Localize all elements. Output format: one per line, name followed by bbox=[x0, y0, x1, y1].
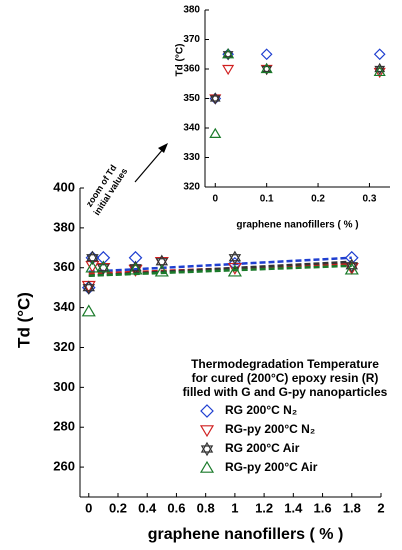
marker bbox=[373, 65, 386, 77]
y-tick-label: 300 bbox=[53, 379, 75, 394]
y-tick-label: 380 bbox=[53, 219, 75, 234]
legend-marker bbox=[200, 441, 214, 457]
x-tick-label: 0.1 bbox=[260, 194, 274, 205]
x-tick-label: 1.6 bbox=[314, 500, 332, 515]
x-tick-label: 0 bbox=[212, 194, 218, 205]
marker bbox=[82, 280, 96, 295]
y-tick-label: 340 bbox=[183, 123, 200, 134]
marker bbox=[344, 262, 359, 275]
marker bbox=[373, 48, 386, 61]
y-tick-label: 330 bbox=[183, 152, 200, 163]
y-tick-label: 320 bbox=[53, 339, 75, 354]
x-tick-label: 0.8 bbox=[197, 500, 215, 515]
y-tick-label: 280 bbox=[53, 419, 75, 434]
x-tick-label: 1.2 bbox=[255, 500, 273, 515]
marker bbox=[222, 48, 235, 59]
x-tick-label: 0.2 bbox=[109, 500, 127, 515]
marker bbox=[373, 67, 386, 79]
trend-line bbox=[88, 260, 352, 277]
legend-title: filled with G and G-py nanoparticles bbox=[183, 385, 388, 399]
legend-label: RG-py 200°C N₂ bbox=[225, 422, 315, 436]
y-tick-label: 260 bbox=[53, 459, 75, 474]
x-tick-label: 0 bbox=[85, 500, 92, 515]
marker bbox=[209, 92, 221, 105]
marker bbox=[81, 304, 96, 317]
x-tick-label: 0.2 bbox=[311, 194, 325, 205]
marker bbox=[260, 48, 273, 61]
annotation-arrow bbox=[134, 147, 165, 183]
marker bbox=[228, 250, 242, 265]
marker bbox=[209, 127, 222, 138]
trend-line bbox=[88, 264, 352, 277]
x-tick-label: 0.4 bbox=[138, 500, 157, 515]
x-tick-label: 0.3 bbox=[362, 194, 376, 205]
y-tick-label: 400 bbox=[53, 179, 75, 194]
x-tick-label: 0.6 bbox=[167, 500, 185, 515]
y-tick-label: 370 bbox=[183, 34, 200, 45]
y-tick-label: 360 bbox=[183, 64, 200, 75]
marker bbox=[128, 262, 143, 275]
y-tick-label: 360 bbox=[53, 259, 75, 274]
marker bbox=[96, 260, 111, 273]
x-tick-label: 2 bbox=[377, 500, 384, 515]
arrow-head bbox=[158, 143, 168, 153]
legend-label: RG 200°C Air bbox=[225, 441, 300, 455]
marker bbox=[227, 264, 242, 277]
trend-line bbox=[88, 256, 352, 273]
legend-marker bbox=[199, 425, 215, 438]
y-tick-label: 350 bbox=[183, 93, 200, 104]
legend-title: Thermodegradation Temperature bbox=[191, 357, 379, 371]
legend-title: for cured (200°C) epoxy resin (R) bbox=[192, 371, 379, 385]
x-tick-label: 1.4 bbox=[284, 500, 303, 515]
y-tick-label: 320 bbox=[183, 182, 200, 193]
y-tick-label: 380 bbox=[183, 5, 200, 16]
marker bbox=[222, 64, 235, 76]
marker bbox=[154, 264, 169, 277]
y-axis-title: Td (°C) bbox=[14, 292, 33, 348]
x-tick-label: 1 bbox=[231, 500, 238, 515]
y-axis-title: Td (°C) bbox=[175, 44, 186, 77]
marker bbox=[85, 260, 100, 273]
x-axis-title: graphene nanofillers ( % ) bbox=[148, 526, 344, 543]
x-tick-label: 1.8 bbox=[343, 500, 361, 515]
marker bbox=[260, 62, 273, 74]
legend-label: RG-py 200°C Air bbox=[225, 460, 318, 474]
legend-marker bbox=[199, 460, 215, 473]
x-axis-title: graphene nanofillers ( % ) bbox=[236, 220, 358, 231]
legend-marker bbox=[200, 404, 214, 418]
y-tick-label: 340 bbox=[53, 299, 75, 314]
legend-label: RG 200°C N₂ bbox=[225, 403, 297, 417]
